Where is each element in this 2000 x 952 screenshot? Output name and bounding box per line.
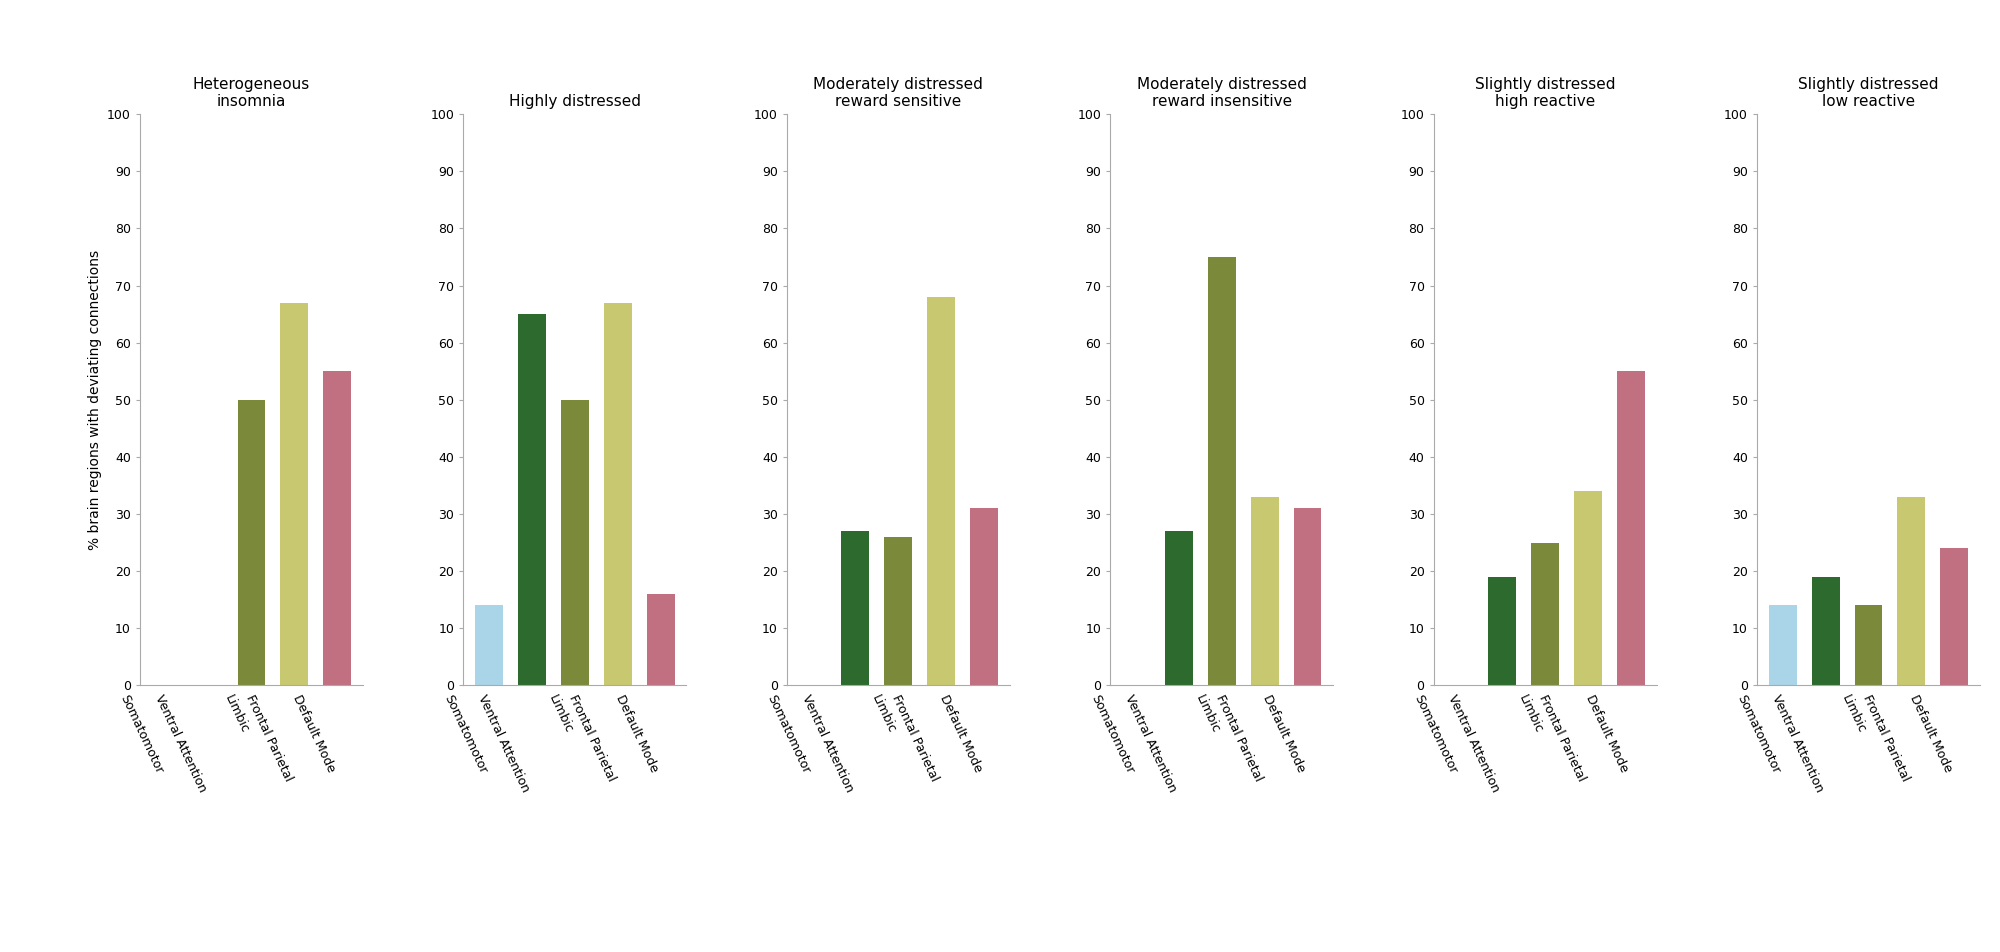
Title: Moderately distressed
reward insensitive: Moderately distressed reward insensitive (1136, 76, 1306, 109)
Y-axis label: % brain regions with deviating connections: % brain regions with deviating connectio… (88, 249, 102, 550)
Bar (1294, 508, 1322, 685)
Bar (1940, 548, 1968, 685)
Bar (1616, 371, 1644, 685)
Title: Slightly distressed
high reactive: Slightly distressed high reactive (1474, 76, 1616, 109)
Bar (646, 594, 674, 685)
Bar (280, 303, 308, 685)
Bar (1164, 531, 1192, 685)
Bar (560, 400, 588, 685)
Bar (476, 605, 504, 685)
Bar (1898, 497, 1926, 685)
Title: Heterogeneous
insomnia: Heterogeneous insomnia (192, 76, 310, 109)
Bar (1574, 491, 1602, 685)
Bar (842, 531, 870, 685)
Bar (1532, 543, 1560, 685)
Title: Highly distressed: Highly distressed (508, 94, 640, 109)
Bar (518, 314, 546, 685)
Bar (970, 508, 998, 685)
Bar (884, 537, 912, 685)
Bar (324, 371, 352, 685)
Bar (1208, 257, 1236, 685)
Title: Moderately distressed
reward sensitive: Moderately distressed reward sensitive (814, 76, 984, 109)
Bar (1854, 605, 1882, 685)
Bar (928, 297, 956, 685)
Bar (1250, 497, 1278, 685)
Bar (1488, 577, 1516, 685)
Bar (604, 303, 632, 685)
Title: Slightly distressed
low reactive: Slightly distressed low reactive (1798, 76, 1938, 109)
Bar (1768, 605, 1796, 685)
Bar (1812, 577, 1840, 685)
Bar (238, 400, 266, 685)
